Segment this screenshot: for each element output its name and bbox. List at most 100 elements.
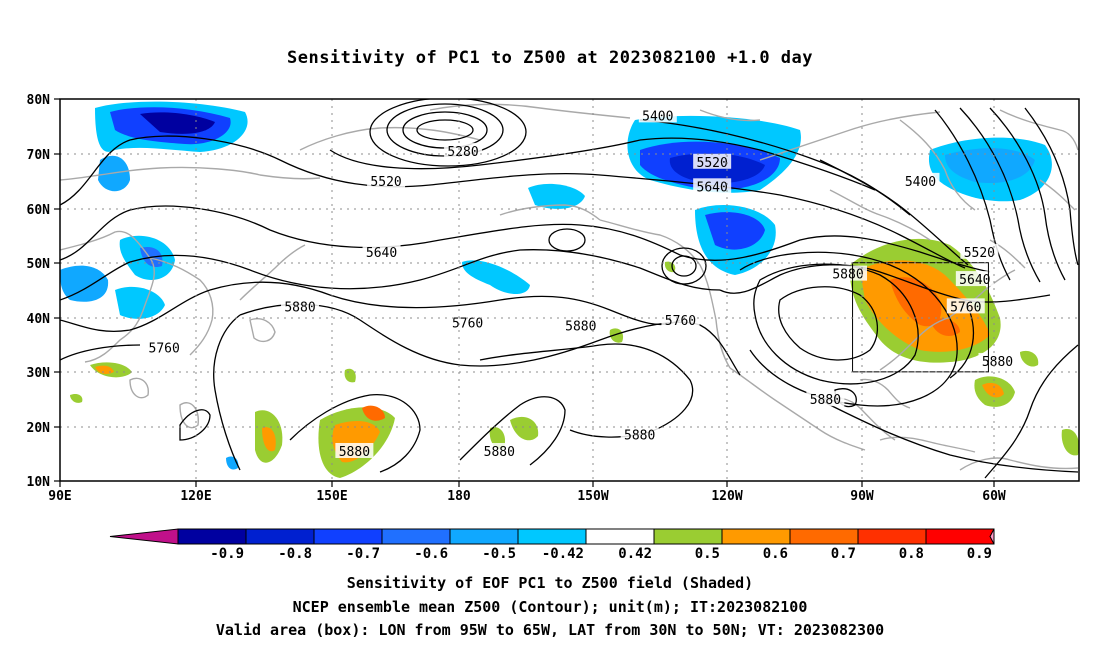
colorbar-label: -0.42: [542, 546, 584, 562]
contour-label-bg: [955, 271, 994, 287]
chart-title: Sensitivity of PC1 to Z500 at 2023082100…: [286, 48, 813, 68]
shade-pos-4: [1061, 429, 1079, 456]
contour-label: 5640: [366, 246, 397, 261]
colorbar-swatch: [381, 528, 451, 545]
lat-label: 30N: [27, 366, 51, 381]
colorbar-label: -0.9: [210, 546, 244, 562]
shade-pos-6c: [362, 405, 385, 421]
contour-label-bg: [829, 265, 868, 281]
shade-pos-12: [70, 393, 83, 403]
lon-label: 150E: [316, 489, 347, 504]
colorbar-label: 0.7: [831, 546, 856, 562]
colorbar-swatch: [517, 528, 587, 545]
contour-label-bg: [946, 298, 985, 314]
lon-label: 180: [447, 489, 471, 504]
colorbar-low-end: [109, 528, 179, 545]
colorbar-label: 0.6: [763, 546, 788, 562]
map-frame: [59, 98, 1080, 482]
colorbar-label: -0.8: [278, 546, 312, 562]
contour-label-bg: [693, 178, 732, 194]
shade-neg-10b: [945, 148, 1035, 184]
lat-label: 40N: [27, 312, 51, 327]
contour-label: 5400: [642, 109, 673, 124]
contour-label: 5880: [565, 319, 596, 334]
contour-label: 5880: [624, 429, 655, 444]
contour-label-bg: [362, 243, 401, 259]
contour-label-bg: [480, 442, 519, 458]
colorbar-swatch: [721, 528, 791, 545]
contour-label: 5640: [697, 180, 728, 195]
contour-label: 5880: [832, 268, 863, 283]
lat-label: 20N: [27, 421, 51, 436]
lon-label: 120E: [180, 489, 211, 504]
lon-label: 90W: [850, 489, 874, 504]
contour-label: 5760: [452, 317, 483, 332]
lat-label: 10N: [27, 475, 51, 490]
shade-neg-7: [528, 183, 585, 209]
contour-label-bg: [561, 317, 600, 333]
shade-neg-9b: [705, 212, 765, 250]
contour-label-bg: [661, 312, 700, 328]
colorbar-label: -0.7: [346, 546, 380, 562]
colorbar-swatch: [245, 528, 315, 545]
colorbar-label: -0.5: [482, 546, 516, 562]
colorbar-label: 0.5: [695, 546, 720, 562]
lon-label: 120W: [711, 489, 742, 504]
colorbar-swatch: [789, 528, 859, 545]
lat-labels: 80N 70N 60N 50N 40N 30N 20N 10N: [27, 93, 51, 490]
colorbar-swatch: [449, 528, 519, 545]
contour-label-bg: [806, 391, 845, 407]
shade-pos-11: [344, 368, 356, 383]
lon-label: 90E: [48, 489, 71, 504]
contour-label-bg: [145, 339, 184, 355]
contour-label: 5760: [149, 341, 180, 356]
sensitivity-shading: [60, 101, 1079, 478]
colorbar-swatch: [177, 528, 247, 545]
colorbar-label: 0.9: [967, 546, 992, 562]
shade-pos-10: [609, 328, 624, 343]
contour-label: 5640: [959, 273, 990, 288]
lat-label: 70N: [27, 148, 51, 163]
colorbar-high-end: [989, 528, 995, 545]
lon-label: 150W: [577, 489, 608, 504]
caption-line-3: Valid area (box): LON from 95W to 65W, L…: [215, 621, 885, 639]
contour-label-bg: [901, 172, 940, 188]
colorbar-swatch: [585, 528, 655, 545]
contour-label: 5880: [982, 355, 1013, 370]
contour-label: 5880: [810, 393, 841, 408]
lat-label: 50N: [27, 257, 51, 272]
colorbar-swatch: [857, 528, 927, 545]
contour-label-bg: [620, 426, 659, 442]
contour-label-bg: [281, 298, 320, 314]
axis-ticks: [54, 98, 995, 487]
colorbar-swatch: [313, 528, 383, 545]
contour-label-bg: [638, 107, 677, 123]
contour-label: 5400: [905, 175, 936, 190]
contour-label: 5880: [484, 445, 515, 460]
sensitivity-map: 5400 5280 5520 5520 5640 5400 5640 5520 5880 5640…: [27, 93, 1080, 562]
contour-label-bg: [335, 442, 374, 458]
contour-label: 5880: [284, 300, 315, 315]
lon-labels: 90E 120E 150E 180 150W 120W 90W 60W: [48, 489, 1006, 504]
valid-area-box: [852, 262, 989, 373]
shade-neg-3: [60, 265, 109, 302]
lon-label: 60W: [982, 489, 1006, 504]
shade-pos-5b: [262, 427, 276, 452]
colorbar: -0.9 -0.8 -0.7 -0.6 -0.5 -0.42 0.42 0.5 0.6 0.7 0.…: [109, 528, 995, 562]
contour-label-bg: [693, 153, 732, 169]
caption-line-2: NCEP ensemble mean Z500 (Contour); unit(…: [292, 598, 808, 616]
z500-contours: [60, 99, 1079, 479]
colorbar-label: 0.8: [899, 546, 924, 562]
shade-pos-2b: [982, 382, 1004, 398]
contour-label: 5520: [964, 246, 995, 261]
contour-label: 5880: [339, 445, 370, 460]
contour-label: 5760: [665, 314, 696, 329]
contour-label-bg: [960, 243, 999, 259]
contour-label: 5760: [950, 300, 981, 315]
gridlines: [60, 99, 1079, 481]
contour-label: 5520: [697, 156, 728, 171]
shade-pos-9: [510, 416, 539, 441]
shade-neg-4: [115, 286, 165, 319]
lat-label: 60N: [27, 203, 51, 218]
contour-label: 5280: [447, 145, 478, 160]
